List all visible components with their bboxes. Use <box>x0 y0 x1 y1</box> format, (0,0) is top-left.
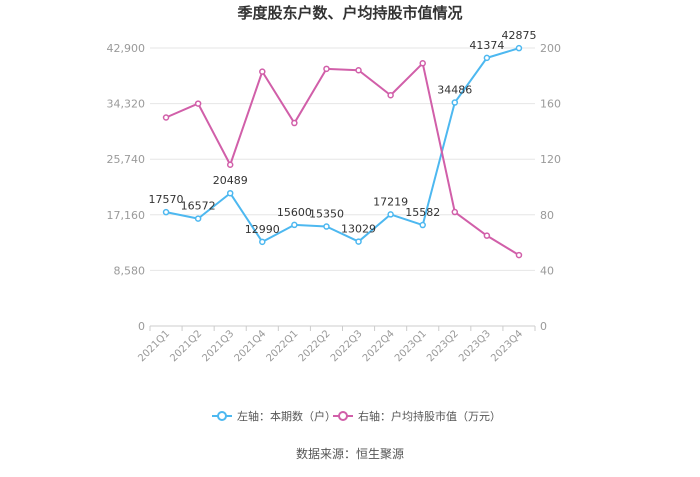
legend-marker-left-series <box>217 411 227 421</box>
data-point-right <box>291 119 298 127</box>
x-tick-label: 2021Q1 <box>136 328 172 364</box>
x-tick-label: 2022Q1 <box>265 328 301 364</box>
data-point-left <box>162 208 170 216</box>
data-point-left <box>515 44 523 52</box>
data-label: 15600 <box>277 206 312 219</box>
data-point-right <box>355 66 362 74</box>
data-label: 17219 <box>373 195 408 208</box>
x-tick-label: 2022Q4 <box>361 328 397 364</box>
y-left-tick-label: 0 <box>138 320 145 333</box>
data-label: 12990 <box>245 223 280 236</box>
data-label: 20489 <box>213 174 248 187</box>
data-point-right <box>162 114 170 121</box>
y-left-tick-label: 17,160 <box>107 209 146 222</box>
legend[interactable]: 左轴：本期数（户） 右轴：户均持股市值（万元） <box>212 409 501 423</box>
data-point-right <box>323 65 330 73</box>
series-layer <box>162 44 523 259</box>
data-label: 34486 <box>437 84 472 97</box>
data-label: 42875 <box>501 29 536 42</box>
data-point-right <box>483 232 491 239</box>
y-right-tick-label: 0 <box>540 320 547 333</box>
data-point-right <box>515 251 523 259</box>
data-point-right <box>259 68 266 75</box>
data-point-left <box>291 221 298 229</box>
legend-label-right-series: 右轴：户均持股市值（万元） <box>358 409 501 423</box>
legend-item-right-series[interactable]: 右轴：户均持股市值（万元） <box>333 409 501 423</box>
x-tick-label: 2021Q4 <box>233 328 269 364</box>
data-point-right <box>387 92 394 99</box>
legend-item-left-series[interactable]: 左轴：本期数（户） <box>212 409 336 423</box>
data-label: 17570 <box>149 193 184 206</box>
data-point-right <box>226 161 234 169</box>
x-tick-label: 2022Q3 <box>329 328 365 364</box>
legend-marker-right-series <box>338 411 348 421</box>
x-tick-label: 2021Q2 <box>168 328 204 364</box>
y-right-tick-label: 40 <box>540 264 554 277</box>
x-tick-label: 2022Q2 <box>297 328 333 364</box>
data-label: 13029 <box>341 223 376 236</box>
data-point-left <box>226 189 234 197</box>
data-label: 15582 <box>405 206 440 219</box>
x-tick-label: 2023Q3 <box>457 328 493 364</box>
data-point-left <box>387 211 394 218</box>
data-label: 15350 <box>309 208 344 221</box>
data-point-right <box>419 60 426 67</box>
data-point-left <box>355 238 362 245</box>
data-point-right <box>451 208 459 216</box>
x-tick-label: 2023Q1 <box>393 328 429 364</box>
y-left-tick-label: 25,740 <box>107 153 146 166</box>
data-point-left <box>259 238 266 246</box>
grid-layer <box>150 47 535 327</box>
y-right-tick-label: 200 <box>540 42 561 55</box>
series-line-left <box>165 47 520 243</box>
y-right-tick-label: 80 <box>540 209 554 222</box>
source-note: 数据来源：恒生聚源 <box>296 446 404 461</box>
legend-label-left-series: 左轴：本期数（户） <box>237 409 336 423</box>
data-point-left <box>323 223 330 230</box>
chart-title: 季度股东户数、户均持股市值情况 <box>237 4 462 22</box>
data-point-left <box>483 54 491 62</box>
y-right-tick-label: 160 <box>540 98 561 111</box>
data-label: 16572 <box>181 200 216 213</box>
y-right-tick-label: 120 <box>540 153 561 166</box>
data-label: 41374 <box>469 39 504 52</box>
y-left-tick-label: 34,320 <box>107 98 146 111</box>
series-line-right <box>165 62 520 256</box>
y-left-tick-label: 8,580 <box>114 264 146 277</box>
data-point-left <box>451 99 459 106</box>
data-point-right <box>194 100 202 107</box>
x-tick-label: 2023Q4 <box>489 328 525 364</box>
y-left-tick-label: 42,900 <box>107 42 146 55</box>
data-point-left <box>419 221 426 229</box>
data-point-left <box>194 215 202 222</box>
x-tick-label: 2021Q3 <box>200 328 236 364</box>
x-tick-label: 2023Q2 <box>425 328 461 364</box>
